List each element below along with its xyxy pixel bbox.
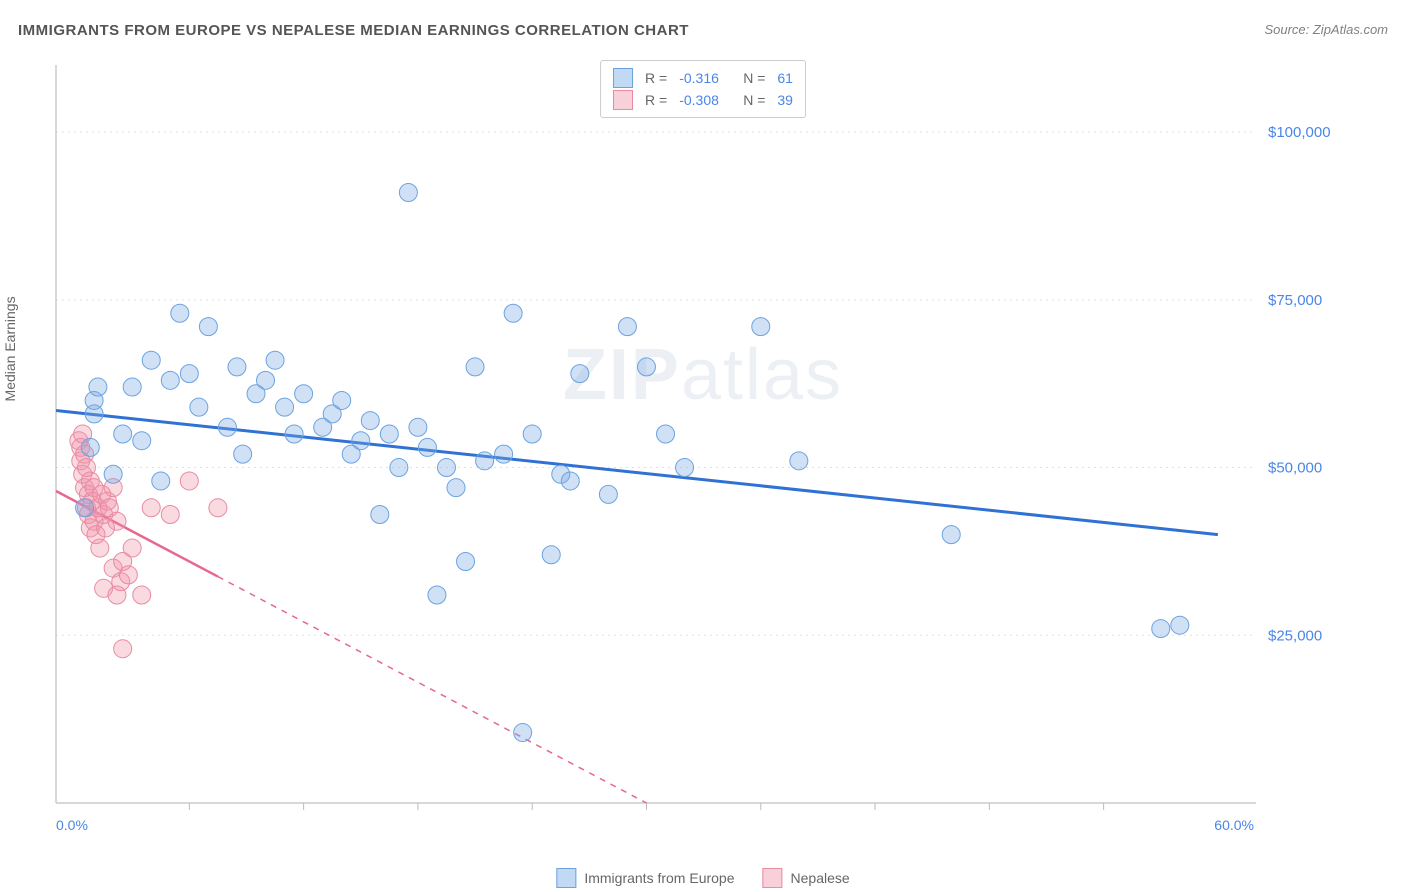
source-attribution: Source: ZipAtlas.com bbox=[1264, 22, 1388, 37]
legend-label: Immigrants from Europe bbox=[584, 870, 734, 886]
x-axis-max-label: 60.0% bbox=[1214, 817, 1254, 833]
n-label: N = bbox=[743, 67, 765, 89]
legend-swatch-icon bbox=[763, 868, 783, 888]
n-value: 39 bbox=[777, 89, 793, 111]
svg-text:$25,000: $25,000 bbox=[1268, 627, 1322, 644]
legend-swatch-icon bbox=[613, 90, 633, 110]
r-label: R = bbox=[645, 89, 667, 111]
chart-title: IMMIGRANTS FROM EUROPE VS NEPALESE MEDIA… bbox=[18, 22, 689, 39]
scatter-plot: $25,000 $50,000 $75,000 $100,000 bbox=[48, 55, 1386, 833]
r-value: -0.316 bbox=[679, 67, 731, 89]
legend-item: Immigrants from Europe bbox=[556, 868, 734, 888]
n-value: 61 bbox=[777, 67, 793, 89]
series-legend: Immigrants from Europe Nepalese bbox=[556, 868, 849, 888]
legend-item: Nepalese bbox=[763, 868, 850, 888]
svg-text:$75,000: $75,000 bbox=[1268, 292, 1322, 309]
correlation-legend: R = -0.316 N = 61 R = -0.308 N = 39 bbox=[600, 60, 806, 118]
svg-text:$50,000: $50,000 bbox=[1268, 460, 1322, 477]
x-axis-min-label: 0.0% bbox=[56, 817, 88, 833]
chart-container: IMMIGRANTS FROM EUROPE VS NEPALESE MEDIA… bbox=[0, 0, 1406, 892]
legend-row: R = -0.308 N = 39 bbox=[613, 89, 793, 111]
legend-swatch-icon bbox=[613, 68, 633, 88]
legend-label: Nepalese bbox=[791, 870, 850, 886]
r-label: R = bbox=[645, 67, 667, 89]
legend-row: R = -0.316 N = 61 bbox=[613, 67, 793, 89]
y-axis-label: Median Earnings bbox=[2, 296, 18, 401]
legend-swatch-icon bbox=[556, 868, 576, 888]
r-value: -0.308 bbox=[679, 89, 731, 111]
n-label: N = bbox=[743, 89, 765, 111]
svg-text:$100,000: $100,000 bbox=[1268, 124, 1331, 141]
